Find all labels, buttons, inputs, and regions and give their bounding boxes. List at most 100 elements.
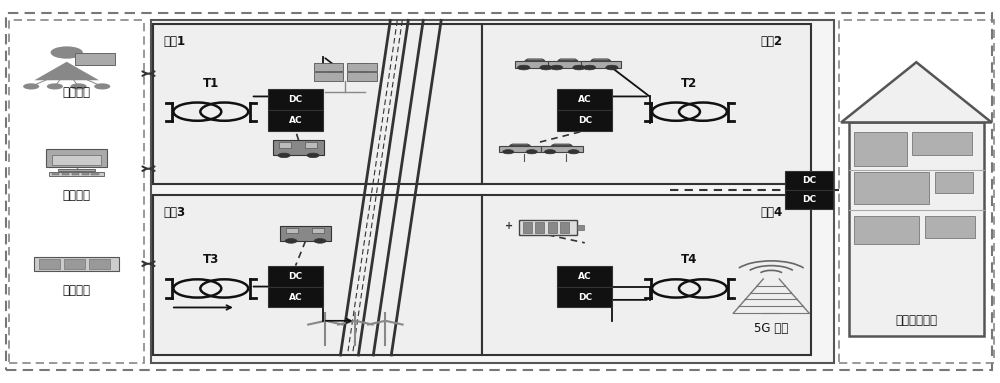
Bar bbox=[557, 286, 612, 308]
Bar bbox=[153, 24, 482, 184]
Text: 台区3: 台区3 bbox=[164, 206, 186, 219]
Bar bbox=[854, 132, 907, 166]
Text: +: + bbox=[505, 221, 513, 231]
Bar bbox=[49, 172, 104, 176]
Bar bbox=[268, 286, 323, 308]
Text: 台区2: 台区2 bbox=[760, 35, 782, 48]
Circle shape bbox=[307, 153, 319, 158]
Bar bbox=[268, 89, 323, 110]
Bar bbox=[854, 172, 929, 204]
Bar bbox=[91, 174, 99, 175]
Circle shape bbox=[550, 65, 563, 70]
Polygon shape bbox=[525, 59, 545, 61]
Bar bbox=[347, 72, 377, 81]
Bar bbox=[519, 220, 577, 235]
Bar bbox=[62, 173, 69, 174]
Bar bbox=[912, 132, 972, 155]
Bar bbox=[273, 140, 324, 155]
Circle shape bbox=[583, 65, 596, 70]
Text: DC: DC bbox=[578, 116, 592, 125]
Bar bbox=[925, 216, 975, 239]
Bar bbox=[548, 222, 557, 233]
Text: T4: T4 bbox=[681, 254, 698, 267]
Bar bbox=[854, 216, 919, 244]
Bar bbox=[72, 174, 79, 175]
Bar bbox=[9, 20, 144, 363]
Bar bbox=[46, 149, 107, 167]
Text: T2: T2 bbox=[681, 77, 698, 90]
Bar bbox=[72, 173, 79, 174]
Bar bbox=[560, 222, 569, 233]
Bar bbox=[52, 155, 101, 165]
Bar bbox=[557, 110, 612, 131]
Bar bbox=[935, 172, 973, 193]
Text: DC: DC bbox=[802, 175, 816, 185]
Bar bbox=[839, 20, 994, 363]
Bar bbox=[52, 173, 59, 174]
Bar bbox=[314, 62, 343, 71]
Bar bbox=[75, 52, 115, 65]
Bar bbox=[785, 170, 833, 190]
Bar bbox=[347, 62, 377, 71]
Text: DC: DC bbox=[289, 95, 303, 104]
Circle shape bbox=[568, 150, 579, 154]
Bar bbox=[515, 61, 555, 67]
Circle shape bbox=[94, 83, 110, 90]
Bar bbox=[151, 20, 834, 363]
Bar bbox=[499, 146, 541, 152]
Circle shape bbox=[545, 150, 556, 154]
Bar bbox=[62, 174, 69, 175]
Bar bbox=[89, 259, 110, 269]
Text: T3: T3 bbox=[203, 254, 219, 267]
Bar bbox=[153, 195, 482, 355]
Circle shape bbox=[573, 65, 585, 70]
Circle shape bbox=[606, 65, 618, 70]
Polygon shape bbox=[841, 62, 992, 123]
Polygon shape bbox=[34, 62, 99, 80]
Circle shape bbox=[285, 239, 297, 243]
Bar bbox=[268, 266, 323, 286]
Polygon shape bbox=[509, 144, 530, 146]
Bar bbox=[557, 89, 612, 110]
Text: 台区1: 台区1 bbox=[164, 35, 186, 48]
Bar bbox=[305, 142, 317, 148]
Bar bbox=[58, 169, 95, 171]
Bar bbox=[279, 142, 291, 148]
Bar bbox=[82, 174, 89, 175]
Circle shape bbox=[314, 239, 326, 243]
Circle shape bbox=[23, 83, 39, 90]
Bar bbox=[91, 173, 99, 174]
Bar bbox=[557, 266, 612, 286]
Polygon shape bbox=[551, 144, 572, 146]
Polygon shape bbox=[591, 59, 611, 61]
Bar bbox=[312, 228, 324, 233]
Bar bbox=[849, 123, 984, 336]
Text: 直流家用电器: 直流家用电器 bbox=[895, 314, 937, 327]
Circle shape bbox=[47, 83, 63, 90]
Text: 快速保护: 快速保护 bbox=[63, 284, 91, 297]
Text: DC: DC bbox=[802, 195, 816, 204]
Circle shape bbox=[70, 83, 87, 90]
Circle shape bbox=[278, 153, 290, 158]
Bar bbox=[482, 195, 811, 355]
Text: 能量管理: 能量管理 bbox=[63, 86, 91, 99]
Bar bbox=[280, 226, 331, 241]
Bar bbox=[52, 174, 59, 175]
Bar bbox=[548, 61, 588, 67]
Bar bbox=[482, 24, 811, 184]
Text: DC: DC bbox=[289, 272, 303, 281]
Bar bbox=[286, 228, 298, 233]
Bar bbox=[34, 257, 119, 271]
Text: DC: DC bbox=[578, 293, 592, 301]
Bar bbox=[541, 146, 583, 152]
Text: AC: AC bbox=[289, 116, 302, 125]
Text: AC: AC bbox=[578, 95, 592, 104]
Bar bbox=[581, 61, 621, 67]
Bar bbox=[82, 173, 89, 174]
Bar bbox=[535, 222, 544, 233]
Bar bbox=[523, 222, 532, 233]
Bar bbox=[268, 110, 323, 131]
Bar bbox=[39, 259, 60, 269]
Bar bbox=[314, 72, 343, 81]
Circle shape bbox=[526, 150, 537, 154]
